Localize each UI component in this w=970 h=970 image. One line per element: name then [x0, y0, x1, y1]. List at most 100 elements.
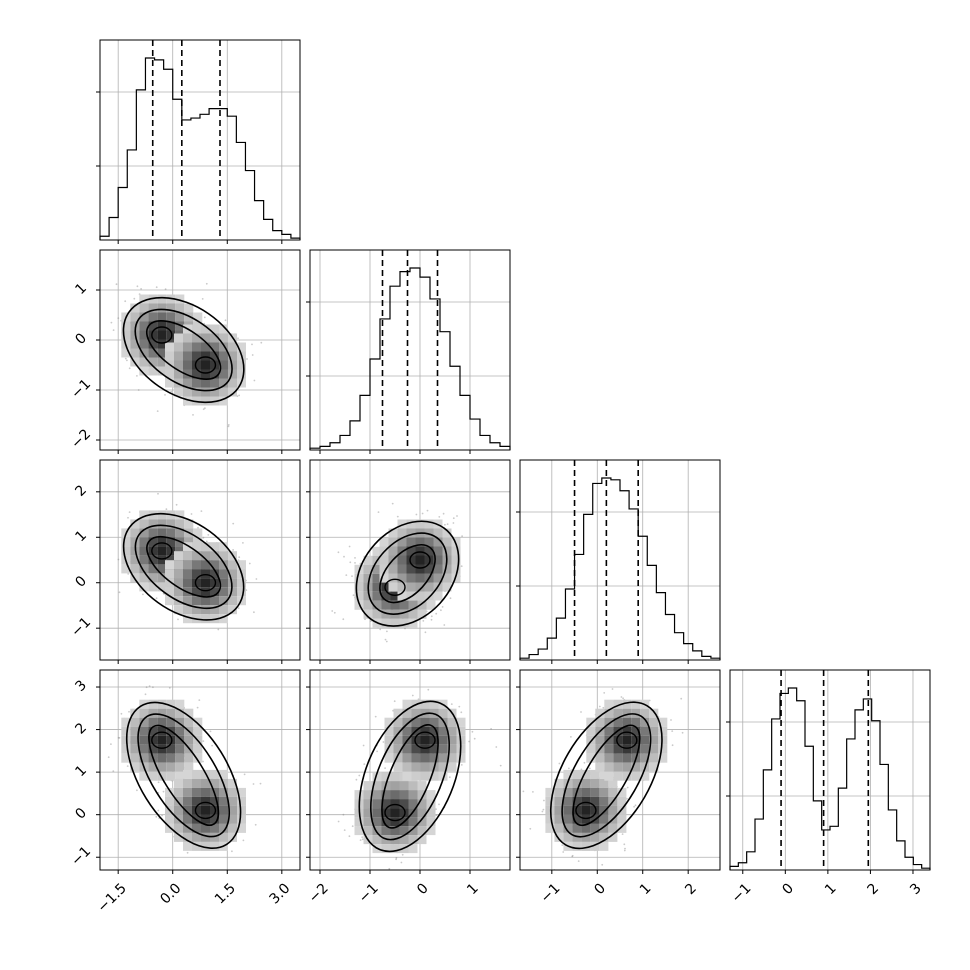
- density-cell: [384, 726, 394, 736]
- density-cell: [210, 796, 219, 806]
- density-cell: [381, 591, 391, 601]
- contour-ring: [381, 724, 439, 829]
- density-cell: [402, 771, 412, 781]
- scatter-point: [384, 638, 387, 641]
- density-cell: [411, 753, 421, 763]
- density-cell: [406, 555, 416, 565]
- scatter-point: [386, 630, 388, 633]
- density-cell: [554, 778, 564, 788]
- density-cell: [363, 564, 373, 574]
- scatter-point: [424, 631, 427, 634]
- density-cell: [397, 564, 407, 574]
- scatter-point: [427, 688, 430, 691]
- scatter-point: [362, 744, 365, 747]
- density-cell: [581, 769, 591, 779]
- contour-ring: [122, 512, 245, 621]
- density-cell: [447, 753, 457, 763]
- density-cell: [631, 744, 641, 754]
- density-cell: [175, 726, 185, 736]
- density-cell: [402, 708, 412, 718]
- contour-core: [151, 542, 173, 560]
- density-cell: [130, 753, 140, 763]
- density-cell: [406, 573, 416, 583]
- density-cell: [166, 519, 176, 529]
- density-cell: [554, 832, 564, 842]
- density-cell: [174, 360, 183, 370]
- density-cell: [183, 551, 192, 561]
- density-cell: [417, 835, 427, 845]
- density-cell: [184, 537, 194, 547]
- density-cell: [192, 841, 201, 851]
- density-cell: [237, 814, 246, 824]
- density-cell: [640, 726, 650, 736]
- panel-3-0: [96, 669, 301, 874]
- scatter-point: [238, 394, 241, 397]
- contour-ring: [122, 296, 245, 404]
- density-cell: [658, 735, 668, 745]
- scatter-point: [117, 558, 120, 561]
- density-cell: [397, 537, 407, 547]
- density-cell: [139, 546, 149, 556]
- density-cell: [192, 823, 201, 833]
- panel-2-0: [96, 459, 301, 664]
- contour-ring: [358, 700, 462, 853]
- scatter-point: [117, 317, 120, 319]
- density-cell: [166, 528, 176, 538]
- density-cell: [424, 537, 434, 547]
- density-cell: [237, 560, 246, 570]
- density-cell: [139, 582, 149, 592]
- scatter-point: [421, 512, 424, 515]
- density-cell: [157, 303, 167, 313]
- density-cell: [417, 609, 427, 619]
- density-cell: [426, 799, 436, 809]
- scatter-point: [388, 867, 391, 870]
- density-cell: [417, 781, 427, 791]
- density-cell: [175, 717, 185, 727]
- density-cell: [121, 321, 131, 331]
- contour-ring: [137, 713, 231, 838]
- scatter-point: [133, 297, 136, 300]
- density-cell: [390, 844, 400, 854]
- density-cell: [139, 357, 149, 367]
- histogram-step-2: [519, 477, 721, 660]
- density-cell: [388, 528, 398, 538]
- scatter-point: [112, 770, 115, 772]
- density-cell: [139, 339, 149, 349]
- density-cell: [201, 351, 210, 361]
- density-cell: [408, 790, 418, 800]
- density-cell: [622, 726, 632, 736]
- density-cell: [183, 596, 192, 606]
- scatter-point: [460, 711, 463, 714]
- density-cell: [139, 537, 149, 547]
- density-cell: [384, 753, 394, 763]
- scatter-point: [633, 805, 635, 808]
- panel-border: [99, 669, 301, 871]
- density-cell: [201, 614, 210, 624]
- density-cell: [174, 587, 183, 597]
- density-cell: [219, 769, 228, 779]
- density-cell: [402, 753, 412, 763]
- density-cell: [192, 378, 201, 388]
- density-cell: [184, 519, 194, 529]
- panel-2-2: [516, 459, 721, 664]
- scatter-point: [490, 728, 492, 730]
- density-cell: [447, 744, 457, 754]
- density-cell: [201, 796, 210, 806]
- density-cell: [219, 360, 228, 370]
- density-cell: [420, 744, 430, 754]
- density-cell: [157, 582, 167, 592]
- density-cell: [166, 717, 176, 727]
- density-cell: [426, 808, 436, 818]
- contour-core: [616, 731, 638, 749]
- density-cell: [622, 762, 632, 772]
- scatter-point: [124, 300, 127, 303]
- scatter-point: [435, 612, 438, 615]
- density-cell: [604, 708, 614, 718]
- contour-ring: [125, 701, 242, 849]
- scatter-point: [118, 591, 121, 594]
- density-cell: [219, 396, 228, 406]
- density-cell: [426, 790, 436, 800]
- density-cell: [148, 735, 158, 745]
- histogram-step-0: [99, 57, 301, 240]
- density-cell: [381, 609, 391, 619]
